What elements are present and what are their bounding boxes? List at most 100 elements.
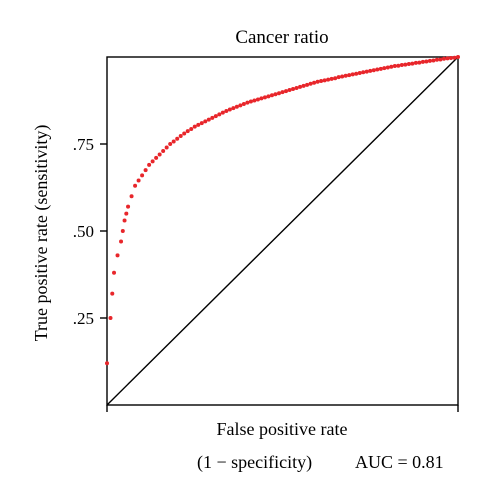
roc-point [364,69,369,74]
roc-point [203,119,208,124]
roc-point [133,183,138,188]
roc-point [129,194,134,199]
roc-point [319,79,324,84]
roc-point [154,155,159,160]
roc-point [375,67,380,72]
roc-point [343,73,348,78]
roc-point [399,63,404,67]
roc-point [164,145,169,150]
roc-point [105,361,109,366]
roc-point [357,71,362,76]
roc-point [456,55,460,59]
roc-point [354,71,359,76]
roc-point [245,100,250,105]
roc-point [220,110,225,115]
roc-point [119,239,124,244]
roc-points [105,55,460,366]
roc-point [298,84,303,89]
roc-point [326,77,331,82]
roc-point [392,64,397,69]
roc-point [262,95,267,100]
roc-point [420,59,425,64]
roc-point [378,66,383,71]
roc-point [124,211,129,216]
roc-point [269,93,274,98]
roc-point [171,139,176,144]
roc-point [410,61,415,66]
roc-point [157,152,162,157]
y-axis-ticks: .25 .50 .75 [73,135,107,328]
roc-point [108,316,113,320]
roc-point [284,89,289,94]
roc-point [224,108,229,113]
x-axis-label: False positive rate [217,419,348,439]
roc-point [431,58,436,63]
roc-point [175,136,180,141]
roc-point [217,112,222,117]
chart-title: Cancer ratio [235,27,328,48]
roc-point [150,159,155,164]
y-tick-label: .75 [73,135,94,154]
roc-point [361,70,366,75]
roc-point [445,56,450,61]
roc-point [312,80,317,85]
roc-point [315,79,320,84]
roc-point [213,114,218,119]
roc-point [241,101,246,106]
roc-point [368,68,373,73]
roc-point [452,55,457,60]
roc-point [340,74,345,79]
roc-point [276,91,281,96]
roc-point [227,107,232,112]
roc-point [413,60,418,65]
y-tick-label: .50 [73,222,94,241]
roc-point [329,76,334,81]
roc-point [438,57,443,62]
roc-point [110,291,115,296]
roc-point [347,73,352,78]
roc-point [192,124,197,129]
roc-point [126,204,131,209]
x-axis-ticks [106,405,459,412]
roc-point [305,82,310,87]
roc-point [350,72,355,77]
roc-point [255,97,260,102]
x-axis-sublabel: (1 − specificity) [197,452,312,473]
roc-point [389,64,394,69]
roc-point [112,270,117,275]
roc-point [287,88,292,93]
roc-point [238,103,243,108]
roc-point [301,83,306,88]
roc-point [178,134,183,138]
roc-point [336,75,341,80]
roc-point [248,99,253,104]
auc-annotation: AUC = 0.81 [355,452,444,472]
roc-point [234,104,239,109]
roc-point [199,121,204,126]
roc-point [434,57,439,62]
roc-point [168,142,173,146]
roc-point [417,60,422,65]
roc-point [333,76,338,81]
roc-point [406,61,411,66]
roc-point [448,56,453,61]
y-axis-label: True positive rate (sensitivity) [31,125,52,342]
roc-point [210,115,215,120]
chance-diagonal-line [106,56,459,406]
roc-point [427,58,432,63]
roc-point [140,173,145,178]
roc-point [403,62,408,67]
roc-point [396,63,401,68]
roc-point [231,106,236,111]
roc-point [182,131,187,136]
roc-point [266,94,271,99]
roc-point [196,122,201,127]
roc-point [122,218,127,223]
roc-point [424,59,429,64]
roc-point [322,78,327,83]
roc-point [294,85,299,90]
roc-point [291,87,296,92]
roc-point [441,56,446,61]
roc-point [385,65,390,70]
